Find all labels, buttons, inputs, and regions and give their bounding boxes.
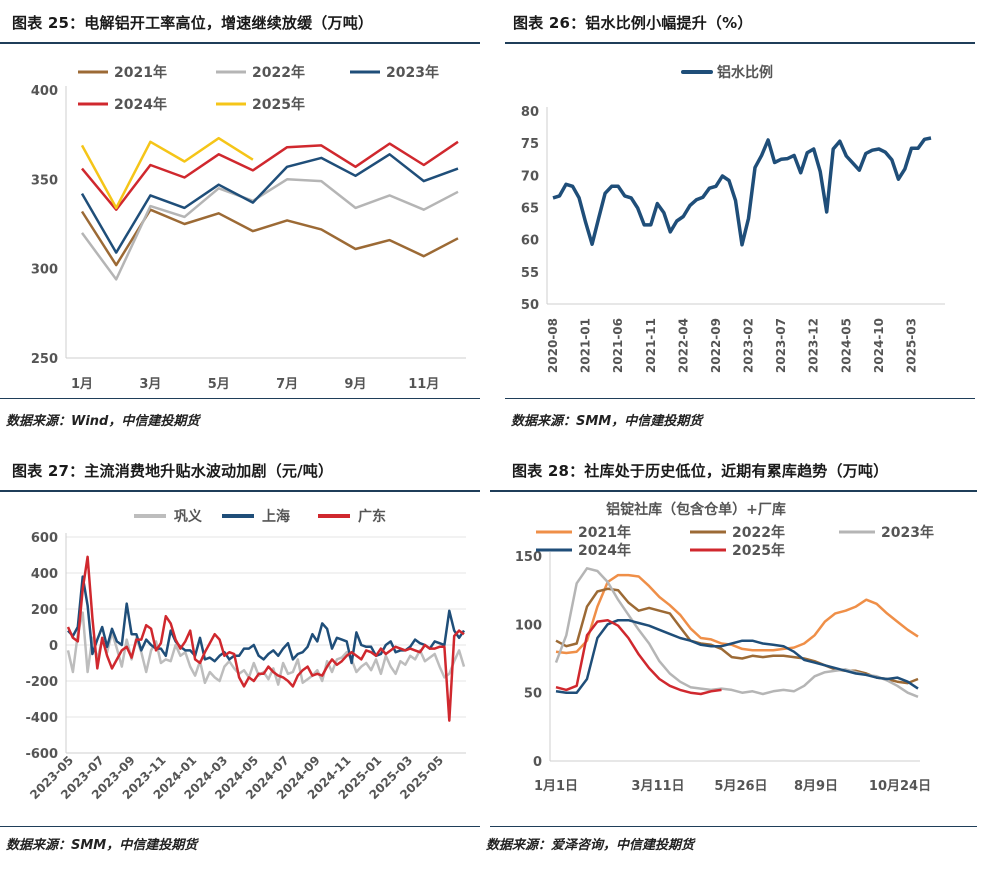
- chart-25-plot: 250 300 350 400 1月 3月 5月 7月 9月 11月 2021年 2022年 2023年…: [31, 64, 466, 392]
- series-line-item: [66, 555, 465, 722]
- x-tick-label-2: 3月11日: [631, 779, 684, 794]
- panel-chart-26: 图表 26：铝水比例小幅提升（%） 50 55 60 65 70 75 80 2020-08 2…: [505, 0, 985, 430]
- series-line-2023: [554, 567, 919, 698]
- title-rule: [0, 490, 480, 492]
- legend-label-item: 巩义: [174, 508, 202, 525]
- x-tick-label-4: 8月9日: [794, 779, 838, 794]
- legend-label-series: 铝水比例: [717, 64, 773, 81]
- chart-source: 数据来源：Wind，中信建投期货: [6, 414, 200, 429]
- x-tick-label-5: 10月24日: [869, 779, 931, 794]
- legend-label-2023: 2023年: [881, 524, 934, 541]
- y-tick-label--400: -400: [25, 711, 58, 726]
- x-tick-label-2021-01: 2021-01: [579, 318, 593, 373]
- y-tick-label-300: 300: [31, 263, 58, 278]
- legend-label-2025: 2025年: [252, 96, 305, 113]
- x-tick-label-3: 5月26日: [714, 779, 767, 794]
- chart-source: 数据来源：SMM，中信建投期货: [6, 838, 198, 853]
- x-tick-label-3: 5月: [208, 377, 230, 392]
- x-tick-label-2024-05: 2024-05: [839, 318, 853, 373]
- y-tick-label-50: 50: [521, 298, 539, 313]
- x-tick-label-1: 1月1日: [534, 779, 578, 794]
- x-tick-label-6: 11月: [408, 377, 439, 392]
- title-rule: [0, 42, 480, 44]
- chart-27-plot: -600-400-20002004006002023-052023-072023…: [25, 508, 466, 802]
- chart-source: 数据来源：SMM，中信建投期货: [511, 414, 703, 429]
- x-tick-label-2024-10: 2024-10: [872, 318, 886, 373]
- y-tick-label-65: 65: [521, 202, 539, 217]
- y-tick-label-75: 75: [521, 137, 539, 152]
- series-line-2022: [80, 178, 459, 281]
- legend-label-2022: 2022年: [732, 524, 785, 541]
- series-line-2021: [80, 208, 459, 267]
- series-line-2024: [555, 618, 919, 694]
- x-tick-label-2021-11: 2021-11: [644, 318, 658, 373]
- chart-title: 图表 27：主流消费地升贴水波动加剧（元/吨）: [12, 462, 334, 480]
- legend-label-2022: 2022年: [252, 64, 305, 81]
- series-line-item: [67, 575, 466, 665]
- x-tick-label-4: 7月: [276, 377, 298, 392]
- y-tick-label-350: 350: [31, 173, 58, 188]
- x-tick-label-2022-09: 2022-09: [709, 318, 723, 373]
- y-tick-label-400: 400: [31, 567, 58, 582]
- source-rule: [505, 398, 975, 399]
- x-tick-label-2023-12: 2023-12: [807, 318, 821, 373]
- y-tick-label--200: -200: [25, 675, 58, 690]
- chart-title: 图表 26：铝水比例小幅提升（%）: [513, 14, 753, 32]
- chart-26-plot: 50 55 60 65 70 75 80 2020-08 2021-01 2021-06 2021-…: [521, 64, 945, 373]
- y-tick-label-150: 150: [515, 550, 542, 565]
- series-line-2025: [555, 618, 722, 696]
- y-tick-label-400: 400: [31, 84, 58, 99]
- panel-chart-28: 图表 28：社库处于历史低位，近期有累库趋势（万吨） 0 50 100 150 1月1日…: [486, 450, 985, 869]
- legend-label-2024: 2024年: [578, 542, 631, 559]
- y-tick-label-55: 55: [521, 266, 539, 281]
- y-tick-label-600: 600: [31, 531, 58, 546]
- legend-label-2021: 2021年: [578, 524, 631, 541]
- chart-title: 图表 28：社库处于历史低位，近期有累库趋势（万吨）: [512, 462, 889, 480]
- x-tick-label-2023-07: 2023-07: [774, 318, 788, 373]
- series-line-2022: [555, 587, 919, 685]
- panel-chart-25: 图表 25：电解铝开工率高位，增速继续放缓（万吨） 250 300 350 400 1月…: [0, 0, 480, 430]
- chart-title: 图表 25：电解铝开工率高位，增速继续放缓（万吨）: [12, 14, 374, 32]
- y-tick-label-200: 200: [31, 603, 58, 618]
- series-line-2024: [81, 140, 459, 211]
- y-tick-label-50: 50: [524, 687, 542, 702]
- legend-label-item: 广东: [358, 508, 386, 525]
- y-tick-label-250: 250: [31, 352, 58, 367]
- series-line-item: [552, 136, 932, 247]
- y-tick-label-70: 70: [521, 169, 539, 184]
- x-tick-label-2022-04: 2022-04: [676, 318, 690, 373]
- series-line-2025: [80, 136, 254, 210]
- chart-28-plot: 0 50 100 150 1月1日 3月11日 5月26日 8月9日 10月24日 铝锭社库（包含…: [515, 501, 934, 794]
- y-tick-label--600: -600: [25, 747, 58, 762]
- title-rule: [505, 42, 975, 44]
- source-rule: [0, 826, 480, 827]
- y-tick-label-0: 0: [533, 755, 542, 770]
- y-tick-label-60: 60: [521, 234, 539, 249]
- y-tick-label-100: 100: [515, 618, 542, 633]
- series-line-2021: [555, 573, 919, 655]
- x-tick-label-2021-06: 2021-06: [611, 318, 625, 373]
- chart-source: 数据来源：爱泽咨询，中信建投期货: [486, 838, 695, 853]
- x-tick-label-5: 9月: [344, 377, 366, 392]
- legend-label-2021: 2021年: [114, 64, 167, 81]
- y-tick-label-0: 0: [49, 639, 58, 654]
- legend-label-2023: 2023年: [386, 64, 439, 81]
- title-rule: [490, 490, 977, 492]
- x-tick-label-2025-03: 2025-03: [904, 318, 918, 373]
- source-rule: [0, 398, 480, 399]
- x-tick-label-2023-02: 2023-02: [742, 318, 756, 373]
- source-rule: [490, 826, 977, 827]
- legend-label-item: 上海: [262, 508, 290, 525]
- chart-inner-title: 铝锭社库（包含仓单）+厂库: [606, 501, 786, 518]
- x-tick-label-1: 1月: [71, 377, 93, 392]
- x-tick-label-2020-08: 2020-08: [546, 318, 560, 373]
- panel-chart-27: 图表 27：主流消费地升贴水波动加剧（元/吨） -600 -400 -200 0 200…: [0, 450, 480, 869]
- legend-label-2025: 2025年: [732, 542, 785, 559]
- legend-label-2024: 2024年: [114, 96, 167, 113]
- x-tick-label-2: 3月: [139, 377, 161, 392]
- y-tick-label-80: 80: [521, 105, 539, 120]
- series-line-2023: [80, 153, 459, 254]
